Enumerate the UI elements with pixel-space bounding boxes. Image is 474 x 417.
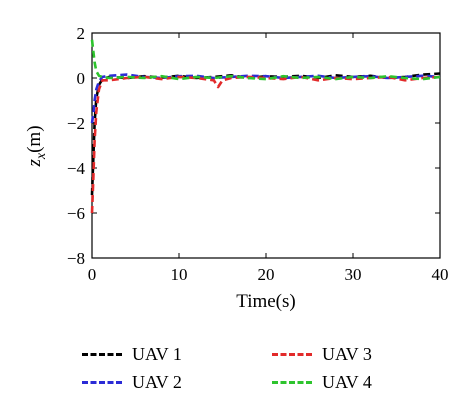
y-tick-label: −2 [67,114,85,133]
legend-label: UAV 4 [322,371,372,392]
legend-item-uav-3: UAV 3 [272,343,372,365]
plot-frame [91,32,441,259]
x-tick-label: 10 [171,265,188,284]
legend-swatch [82,352,122,356]
y-tick-label: −4 [67,159,86,178]
legend-swatch [272,380,312,384]
x-axis-ticks: 0 10 20 30 40 [88,33,449,284]
series-line-uav-4 [90,39,441,81]
legend-item-uav-4: UAV 4 [272,371,372,393]
x-tick-label: 20 [258,265,275,284]
y-tick-label: −6 [67,204,85,223]
y-tick-label: −8 [67,249,85,268]
x-tick-label: 0 [88,265,97,284]
legend-label: UAV 1 [132,343,182,364]
x-axis-label: Time(s) [236,291,295,312]
y-axis-ticks: −8 −6 −4 −2 0 2 [67,24,440,268]
y-tick-label: 2 [77,24,86,43]
x-tick-label: 30 [345,265,362,284]
y-tick-label: 0 [77,69,86,88]
y-axis-label: zx(m) [24,125,49,167]
series-line-uav-1 [90,72,441,196]
legend: UAV 1 UAV 2 UAV 3 UAV 4 [82,343,422,403]
legend-label: UAV 3 [322,343,372,364]
legend-swatch [82,380,122,384]
legend-item-uav-1: UAV 1 [82,343,182,365]
x-tick-label: 40 [432,265,449,284]
legend-swatch [272,352,312,356]
series-line-uav-3 [90,75,441,214]
legend-item-uav-2: UAV 2 [82,371,182,393]
legend-label: UAV 2 [132,371,182,392]
plot-area [91,32,441,259]
series-layer [90,39,441,214]
series-line-uav-2 [90,73,441,124]
